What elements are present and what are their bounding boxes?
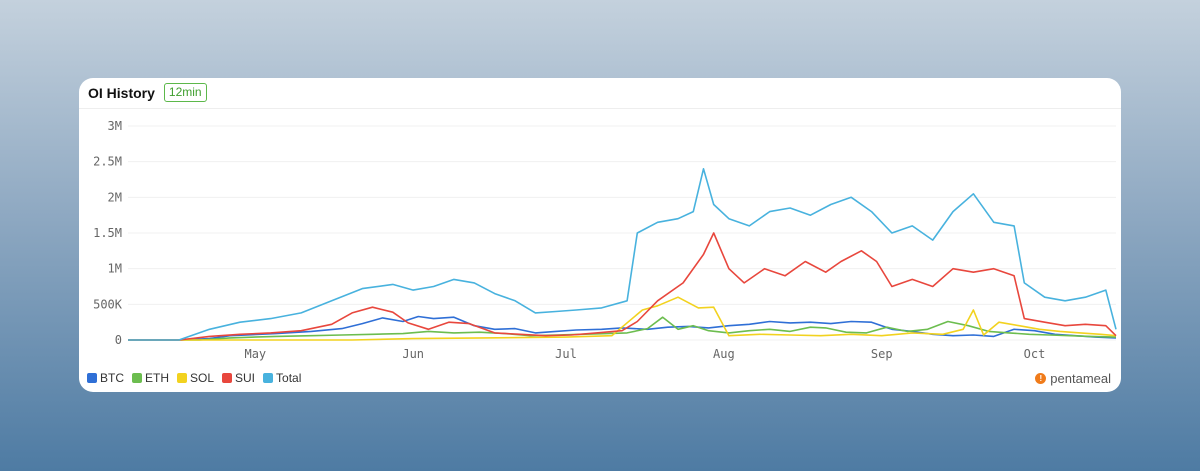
y-tick-label: 2.5M [93, 155, 122, 169]
card-header: OI History 12min [88, 83, 207, 102]
legend-label: SOL [190, 371, 215, 385]
x-tick-label: Jun [402, 347, 424, 361]
x-tick-label: Sep [871, 347, 893, 361]
series-line-btc [128, 315, 1117, 341]
legend-item-sol[interactable]: SOL [177, 371, 214, 385]
legend-label: Total [276, 371, 302, 385]
header-divider [79, 108, 1121, 109]
oi-history-card: OI History 12min 0 500K 1M 1.5M 2M 2.5M 3M May J… [79, 78, 1121, 392]
y-tick-label: 1.5M [93, 226, 122, 240]
y-tick-label: 3M [108, 119, 122, 133]
legend-item-sui[interactable]: SUI [222, 371, 255, 385]
legend-item-btc[interactable]: BTC [87, 371, 124, 385]
legend-swatch [177, 373, 187, 383]
y-tick-label: 500K [93, 297, 123, 311]
legend-swatch [132, 373, 142, 383]
legend-item-total[interactable]: Total [263, 371, 301, 385]
x-tick-label: Oct [1024, 347, 1046, 361]
y-tick-label: 2M [108, 190, 122, 204]
legend-swatch [87, 373, 97, 383]
series-line-sol [128, 296, 1117, 341]
oi-history-chart: 0 500K 1M 1.5M 2M 2.5M 3M May Jun Jul Aug Sep Oct [93, 119, 1117, 361]
chart-legend: BTC ETH SOL SUI Total [87, 371, 301, 385]
pentameal-logo-icon: ! [1035, 373, 1047, 384]
series-line-sui [128, 232, 1117, 341]
brand-label: pentameal [1050, 371, 1111, 386]
x-tick-label: Aug [713, 347, 735, 361]
legend-item-eth[interactable]: ETH [132, 371, 169, 385]
legend-swatch [222, 373, 233, 383]
series-line-total [128, 168, 1117, 341]
legend-label: ETH [145, 371, 169, 385]
y-tick-label: 0 [115, 333, 122, 347]
brand-watermark: ! pentameal [1035, 371, 1111, 386]
x-tick-label: Jul [555, 347, 577, 361]
legend-label: BTC [100, 371, 124, 385]
series-line-eth [128, 316, 1117, 341]
card-title: OI History [88, 84, 155, 101]
x-tick-label: May [244, 347, 266, 361]
interval-badge[interactable]: 12min [163, 83, 207, 102]
y-tick-label: 1M [108, 262, 122, 276]
legend-label: SUI [235, 371, 256, 385]
legend-swatch [263, 373, 274, 383]
